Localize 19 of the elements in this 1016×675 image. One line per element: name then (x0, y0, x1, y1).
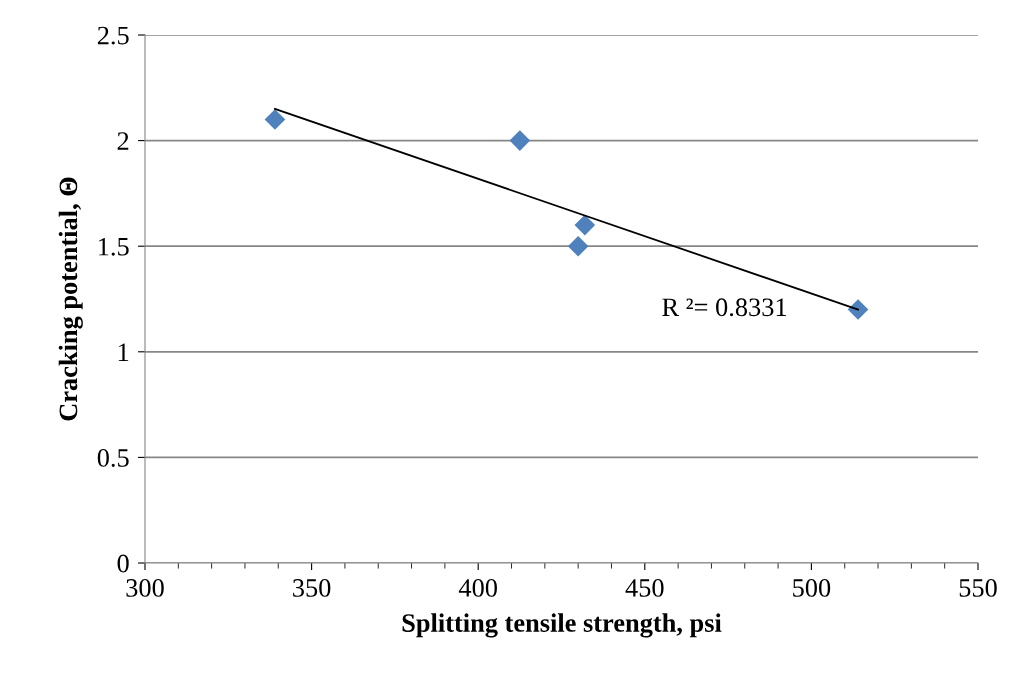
x-tick-label: 550 (959, 579, 997, 597)
x-tick-label: 500 (793, 579, 831, 597)
y-tick-label: 1.5 (99, 237, 129, 256)
point (574, 214, 596, 236)
x-tick-label: 400 (458, 579, 497, 597)
x-tick-label: 350 (293, 579, 331, 597)
point (509, 130, 531, 151)
x-axis-title: Splitting tensile strength, psi (402, 613, 722, 638)
annotation: R ²= 0.8331 (662, 298, 787, 317)
x-tick-label: 450 (625, 579, 664, 597)
y-tick-label: 2 (117, 132, 129, 150)
x-tick-label: 300 (126, 579, 164, 597)
point (264, 109, 286, 130)
point (567, 235, 589, 257)
y-tick-label: 1 (118, 343, 129, 361)
y-tick-label: 0 (117, 554, 129, 573)
y-tick-label: 2.5 (97, 26, 129, 45)
y-axis-title: Cracking potential, Θ (58, 177, 83, 421)
y-tick-label: 0.5 (97, 449, 129, 467)
